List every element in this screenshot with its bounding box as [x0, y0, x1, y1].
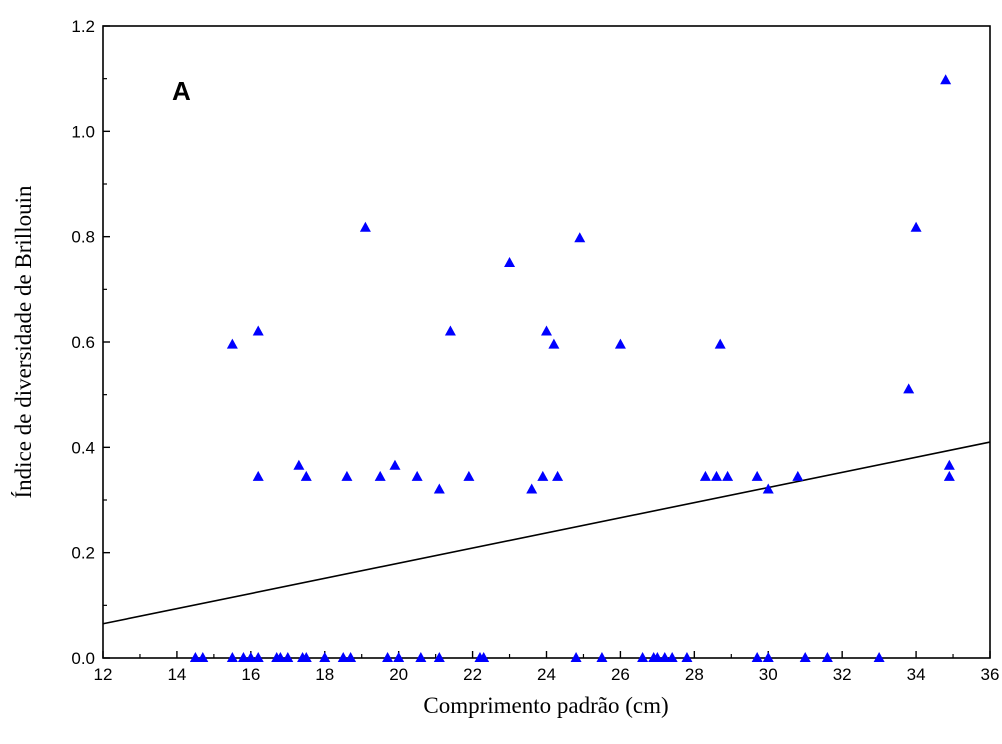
x-tick-label: 34	[907, 665, 926, 684]
plot-frame	[102, 25, 991, 659]
data-point	[415, 652, 427, 662]
x-tick-label: 26	[611, 665, 630, 684]
data-point	[226, 652, 238, 662]
data-point	[189, 652, 201, 662]
data-point	[651, 652, 663, 662]
data-point	[393, 652, 405, 662]
data-point	[300, 470, 312, 481]
data-point	[478, 652, 490, 662]
data-point	[903, 383, 915, 394]
data-point	[300, 652, 312, 662]
data-point	[345, 652, 357, 662]
x-tick-label: 18	[315, 665, 334, 684]
data-point	[943, 470, 955, 481]
data-point	[574, 232, 586, 243]
y-tick-label: 0.8	[71, 228, 95, 247]
data-point	[541, 325, 552, 336]
y-axis-title: Índice de diversidade de Brillouin	[11, 185, 36, 498]
data-point	[252, 470, 264, 481]
data-point	[910, 221, 922, 232]
data-point	[792, 470, 804, 481]
data-point	[699, 470, 711, 481]
data-point	[252, 652, 264, 662]
data-point	[711, 470, 723, 481]
panel-label: A	[172, 76, 191, 106]
y-tick-label: 1.2	[71, 17, 95, 36]
data-point	[570, 652, 582, 662]
x-tick-label: 24	[537, 665, 556, 684]
data-point	[282, 652, 294, 662]
y-tick-label: 0.6	[71, 333, 95, 352]
data-point	[252, 325, 264, 336]
data-point	[943, 459, 955, 470]
data-point	[659, 652, 671, 662]
data-point	[337, 652, 349, 662]
data-point	[197, 652, 209, 662]
data-point	[237, 652, 249, 662]
x-axis-title: Comprimento padrão (cm)	[423, 693, 668, 718]
data-point	[389, 459, 401, 470]
data-point	[374, 470, 386, 481]
data-points	[189, 74, 955, 662]
data-point	[821, 652, 833, 662]
y-tick-label: 0.0	[71, 649, 95, 668]
data-point	[319, 652, 331, 662]
data-point	[799, 652, 811, 662]
data-point	[433, 652, 445, 662]
data-point	[411, 470, 423, 481]
y-tick-label: 1.0	[71, 122, 95, 141]
y-tick-label: 0.4	[71, 438, 95, 457]
data-point	[714, 338, 726, 349]
x-tick-label: 20	[389, 665, 408, 684]
x-tick-label: 12	[94, 665, 113, 684]
data-point	[762, 483, 774, 494]
data-point	[552, 470, 564, 481]
x-tick-labels: 12 14 16 18 20 22 24 26 28 30 32 34 36	[94, 665, 1000, 684]
data-point	[537, 470, 549, 481]
data-point	[548, 338, 560, 349]
axis-ticks	[102, 25, 991, 659]
data-point	[274, 652, 286, 662]
data-point	[433, 483, 445, 494]
x-tick-label: 14	[167, 665, 186, 684]
data-point	[526, 483, 538, 494]
data-point	[596, 652, 608, 662]
trend-line	[102, 441, 991, 625]
x-tick-label: 16	[241, 665, 260, 684]
data-point	[873, 652, 885, 662]
x-tick-label: 36	[981, 665, 1000, 684]
data-point	[359, 221, 371, 232]
data-point	[637, 652, 649, 662]
data-point	[341, 470, 353, 481]
data-point	[762, 652, 774, 662]
data-point	[751, 652, 763, 662]
data-point	[245, 652, 257, 662]
data-point	[614, 338, 626, 349]
x-tick-label: 28	[685, 665, 704, 684]
data-point	[681, 652, 693, 662]
data-point	[444, 325, 456, 336]
y-tick-labels: 0.0 0.2 0.4 0.6 0.8 1.0 1.2	[71, 17, 95, 668]
data-point	[722, 470, 734, 481]
y-tick-label: 0.2	[71, 544, 95, 563]
data-point	[226, 338, 238, 349]
data-point	[293, 459, 305, 470]
data-point	[940, 74, 952, 85]
data-point	[504, 257, 516, 267]
x-tick-label: 30	[759, 665, 778, 684]
data-point	[463, 470, 475, 481]
data-point	[666, 652, 678, 662]
data-point	[751, 470, 763, 481]
data-point	[382, 652, 394, 662]
x-tick-label: 22	[463, 665, 482, 684]
x-tick-label: 32	[833, 665, 852, 684]
